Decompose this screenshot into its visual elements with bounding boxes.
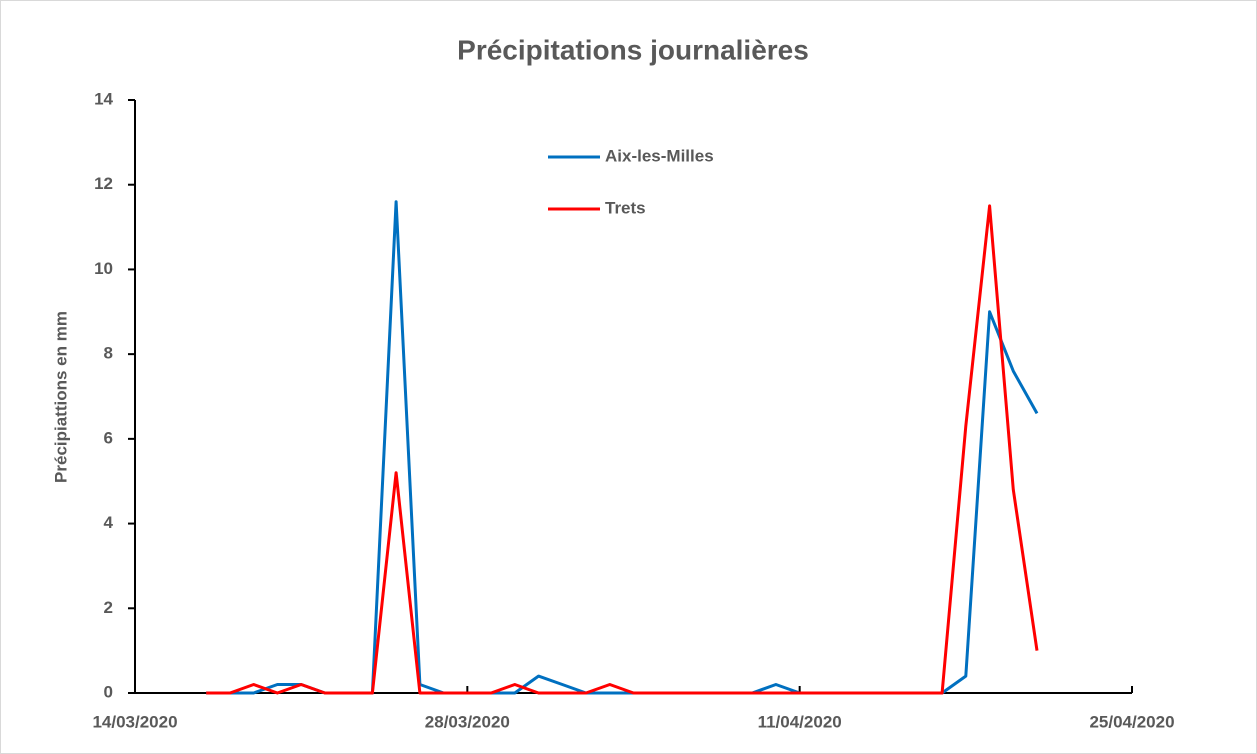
- legend-label: Aix-les-Milles: [605, 146, 714, 165]
- legend-label: Trets: [605, 198, 646, 217]
- y-tick-label: 0: [104, 682, 113, 701]
- x-tick-label: 25/04/2020: [1089, 712, 1174, 731]
- y-axis-label: Précipiattions en mm: [51, 311, 70, 483]
- y-tick-label: 12: [94, 174, 113, 193]
- y-tick-label: 4: [104, 513, 114, 532]
- y-tick-label: 6: [104, 428, 113, 447]
- series-line: [206, 204, 1039, 695]
- x-tick-label: 28/03/2020: [425, 712, 510, 731]
- x-tick-label: 11/04/2020: [758, 712, 842, 731]
- chart-title: Précipitations journalières: [457, 34, 809, 65]
- y-tick-label: 2: [104, 598, 113, 617]
- x-tick-label: 14/03/2020: [92, 712, 177, 731]
- y-tick-label: 14: [94, 89, 113, 108]
- y-tick-label: 8: [104, 344, 113, 363]
- y-tick-label: 10: [94, 259, 113, 278]
